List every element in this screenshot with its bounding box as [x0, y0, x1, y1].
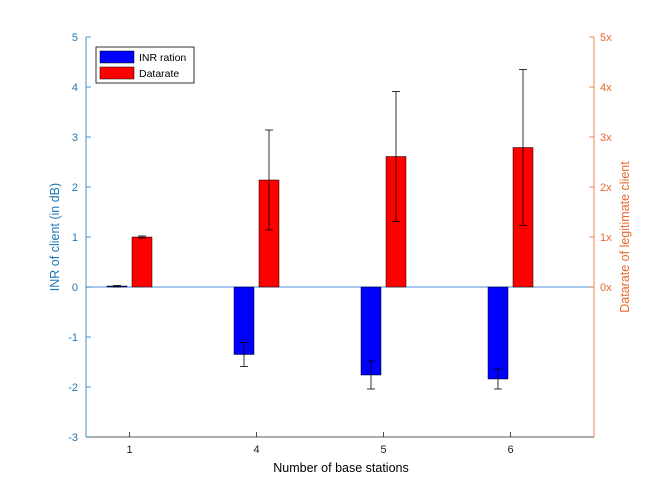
- x-tick-label: 6: [507, 444, 513, 456]
- bar-inr: [487, 286, 509, 380]
- legend-label-datarate: Datarate: [139, 68, 179, 80]
- bar-datarate: [131, 236, 153, 288]
- legend: INR ration Datarate: [95, 46, 195, 84]
- y-left-tick-label: 0: [72, 282, 78, 294]
- y-right-tick-label: 5x: [600, 32, 612, 44]
- y-left-tick-label: 4: [72, 82, 78, 94]
- y-left-tick-label: -3: [68, 432, 78, 444]
- x-tick-label: 1: [126, 444, 132, 456]
- axes-layer: -3 -2 -1 0 1 2 3 4 5 0x 1x 2x 3x 4x 5x 1 4 5 6: [68, 32, 612, 456]
- y-right-tick-label: 2x: [600, 182, 612, 194]
- y-left-tick-label: 5: [72, 32, 78, 44]
- y-right-tick-label: 1x: [600, 232, 612, 244]
- x-axis-title: Number of base stations: [273, 461, 409, 475]
- bars-layer: [106, 69, 534, 390]
- y-right-tick-label: 3x: [600, 132, 612, 144]
- y-axis-left-title: INR of client (in dB): [48, 183, 62, 291]
- y-left-tick-label: -1: [68, 332, 78, 344]
- y-left-tick-label: 2: [72, 182, 78, 194]
- y-right-tick-label: 0x: [600, 282, 612, 294]
- x-tick-label: 5: [380, 444, 386, 456]
- legend-swatch-datarate: [99, 66, 135, 80]
- y-left-tick-label: 3: [72, 132, 78, 144]
- legend-label-inr: INR ration: [139, 52, 186, 64]
- x-tick-label: 4: [253, 444, 259, 456]
- y-right-tick-label: 4x: [600, 82, 612, 94]
- y-left-tick-label: -2: [68, 382, 78, 394]
- y-left-tick-label: 1: [72, 232, 78, 244]
- y-axis-right-title: Datarate of legitimate client: [618, 161, 632, 313]
- legend-swatch-inr: [99, 50, 135, 64]
